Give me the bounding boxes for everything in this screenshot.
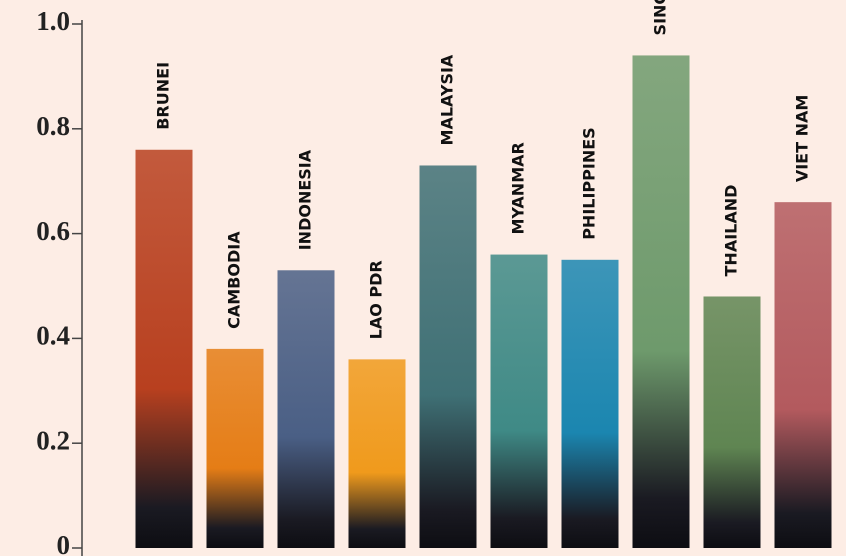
bar [490,254,548,548]
y-tick-label: 0 [57,530,71,556]
y-tick-label: 0.4 [36,321,70,351]
bar [632,55,690,548]
bar [277,270,335,548]
category-label: INDONESIA [296,149,315,250]
category-label: SINGAPORE [651,0,670,35]
bar [135,149,193,548]
category-label: THAILAND [722,185,741,277]
y-tick-label: 0.8 [36,111,70,141]
y-tick-label: 1.0 [36,6,70,36]
bar [774,202,832,548]
category-label: PHILIPPINES [580,127,599,239]
category-label: LAO PDR [367,260,386,339]
bar [703,296,761,548]
category-label: MALAYSIA [438,54,457,145]
bar [419,165,477,549]
category-label: BRUNEI [154,62,173,130]
bar [561,259,619,548]
bar [206,348,264,548]
category-label: CAMBODIA [225,231,244,329]
y-tick-label: 0.6 [36,216,70,246]
bar [348,359,406,548]
y-tick-label: 0.2 [36,425,70,455]
category-label: VIET NAM [793,95,812,182]
category-label: MYANMAR [509,142,528,234]
